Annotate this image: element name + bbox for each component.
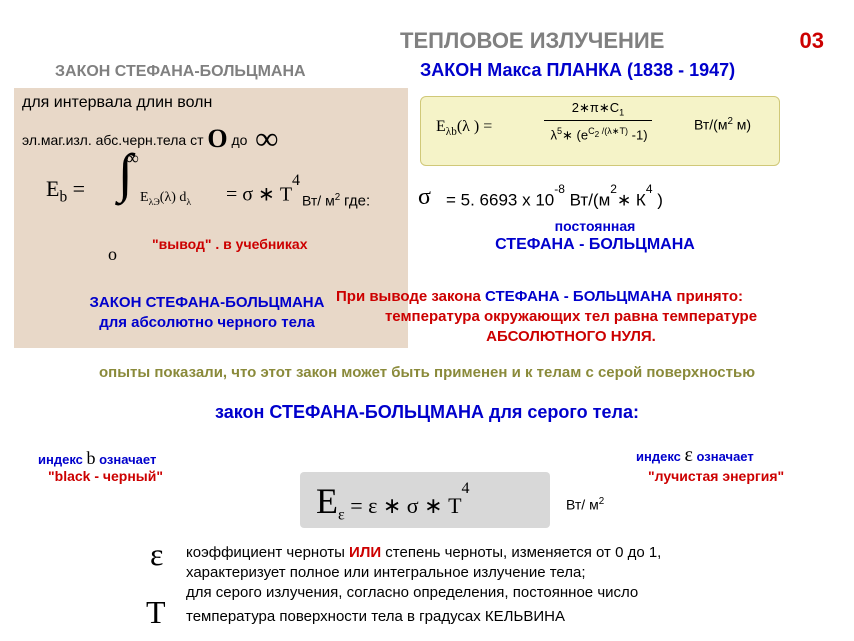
der-l1b: СТЕФАНА - БОЛЬЦМАНА xyxy=(485,288,672,305)
derivation-l1: При выводе закона СТЕФАНА - БОЛЬЦМАНА пр… xyxy=(336,288,743,305)
T4-exp: 4 xyxy=(292,172,300,189)
gray-eq: Eε = ε ∗ σ ∗ T4 xyxy=(316,480,470,525)
pl-den-exp-a: С xyxy=(588,126,595,136)
sigma-ue2: 4 xyxy=(646,182,653,196)
planck-title: ЗАКОН Макса ПЛАНКА (1838 - 1947) xyxy=(420,60,735,81)
legend-eps-l3: для серого излучения, согласно определен… xyxy=(186,584,638,601)
pl-E: E xyxy=(436,118,446,135)
tan-line2-O: О xyxy=(207,124,227,153)
der-l1a: При выводе закона xyxy=(336,288,485,305)
sigma-close: ) xyxy=(653,191,663,210)
planck-unit: Вт/(м2 м) xyxy=(694,116,751,133)
idx-b-line2: "black - черный" xyxy=(48,468,163,484)
tan-line1: для интервала длин волн xyxy=(22,94,212,112)
unit-wtm2-a: Вт/ м xyxy=(302,193,335,209)
pl-unit-a: Вт/(м xyxy=(694,117,727,133)
sigma-eq: = 5. 6693 x 10 xyxy=(446,191,554,210)
pl-den-star: ∗ (e xyxy=(562,127,588,142)
intg-d: d xyxy=(176,190,187,205)
idx-b-line1: индекс b означает xyxy=(38,448,156,469)
idxe-b: означает xyxy=(693,449,754,464)
eb-E: E xyxy=(46,176,59,201)
pl-num: 2∗π∗С xyxy=(572,100,619,115)
intg-arg: (λ) xyxy=(160,190,176,205)
der-l1c: принято: xyxy=(672,288,743,305)
tan-footer2: для абсолютно черного тела xyxy=(30,314,384,331)
leg-or: ИЛИ xyxy=(349,544,381,561)
idxe-sym: ε xyxy=(685,444,693,466)
geq-sub: ε xyxy=(338,507,345,524)
legend-eps-l2: характеризует полное или интегральное из… xyxy=(186,564,586,581)
gray-eq-unit: Вт/ м2 xyxy=(566,496,604,513)
pl-unit-b: м) xyxy=(733,117,751,133)
geq-unit-exp: 2 xyxy=(599,496,604,507)
sigma-T4: = σ ∗ T4 xyxy=(226,180,300,207)
planck-lhs: Eλb(λ ) = xyxy=(436,118,492,138)
where: где: xyxy=(344,193,370,210)
page-title: ТЕПЛОВОЕ ИЗЛУЧЕНИЕ xyxy=(400,28,664,54)
tan-line2: эл.маг.изл. абс.черн.тела ст О до ∞ xyxy=(22,116,270,153)
legend-eps-l1: коэффициент черноты ИЛИ степень черноты,… xyxy=(186,544,661,561)
unit-wtm2-exp: 2 xyxy=(335,192,340,203)
gray-law-title: закон СТЕФАНА-БОЛЬЦМАНА для серого тела: xyxy=(0,402,854,423)
slide-number: 03 xyxy=(800,28,824,54)
idxb-sym: b xyxy=(87,448,96,468)
sb-section-title: ЗАКОН СТЕФАНА-БОЛЬЦМАНА xyxy=(55,63,306,81)
derivation-l3: АБСОЛЮТНОГО НУЛЯ. xyxy=(336,328,806,345)
pl-den-exp-b: /(λ∗Т) xyxy=(599,126,628,136)
tan-hint: "вывод" . в учебниках xyxy=(152,236,307,252)
planck-denominator: λ5∗ (eС2 /(λ∗Т) -1) xyxy=(522,126,676,143)
tan-line2-do: до xyxy=(232,132,248,148)
leg-e1b: степень черноты, изменяется от 0 до 1, xyxy=(381,544,661,561)
sigma-us: ∗ К xyxy=(617,191,646,210)
idxb-a: индекс xyxy=(38,452,87,467)
sigma-ue1: 2 xyxy=(610,182,617,196)
intg-E: E xyxy=(140,190,149,205)
eb-sub: b xyxy=(59,188,67,205)
eb-equals: Eb = xyxy=(46,176,85,206)
intg-sub: λЭ xyxy=(149,197,160,208)
geq-unit-a: Вт/ м xyxy=(566,497,599,513)
intg-dlam: λ xyxy=(186,197,191,208)
sigma-exp: -8 xyxy=(554,182,565,196)
const-label: постоянная xyxy=(470,218,720,234)
legend-eps-sym: ε xyxy=(150,536,163,573)
integrand: EλЭ(λ) dλ xyxy=(140,190,191,208)
tan-line2a: эл.маг.изл. абс.черн.тела ст xyxy=(22,132,203,148)
idx-eps-line2: "лучистая энергия" xyxy=(648,468,784,484)
idxe-a: индекс xyxy=(636,449,685,464)
legend-T-txt: температура поверхности тела в градусах … xyxy=(186,608,565,625)
legend-T-sym: T xyxy=(146,594,166,631)
derivation-l2: температура окружающих тел равна темпера… xyxy=(336,308,806,325)
geq-exp: 4 xyxy=(462,480,470,497)
sigmaT: = σ ∗ T xyxy=(226,184,292,206)
pl-sub: λb xyxy=(446,126,457,138)
idxb-b: означает xyxy=(96,452,157,467)
eb-eq: = xyxy=(73,176,85,201)
geq-body: = ε ∗ σ ∗ T xyxy=(345,493,462,518)
pl-den-tail: -1) xyxy=(628,127,648,142)
pl-num-sub: 1 xyxy=(619,108,624,118)
const-name: СТЕФАНА - БОЛЬЦМАНА xyxy=(440,236,750,254)
unit-wtm2: Вт/ м2 где: xyxy=(302,192,370,210)
leg-e1a: коэффициент черноты xyxy=(186,544,349,561)
tan-footer1: ЗАКОН СТЕФАНА-БОЛЬЦМАНА xyxy=(30,294,384,311)
tan-line2-inf: ∞ xyxy=(251,120,270,156)
idx-eps-line1: индекс ε означает xyxy=(636,444,754,467)
sigma-ua: Вт/(м xyxy=(565,191,610,210)
geq-E: E xyxy=(316,481,338,521)
olive-line: опыты показали, что этот закон может быт… xyxy=(0,364,854,381)
sigma-symbol: σ xyxy=(418,184,431,211)
int-lower: о xyxy=(108,244,117,265)
planck-numerator: 2∗π∗С1 xyxy=(530,100,666,121)
sigma-value: = 5. 6693 x 10-8 Вт/(м2∗ К4 ) xyxy=(446,188,663,211)
int-upper: ∞ xyxy=(126,148,139,169)
pl-arg: (λ ) = xyxy=(457,118,492,135)
